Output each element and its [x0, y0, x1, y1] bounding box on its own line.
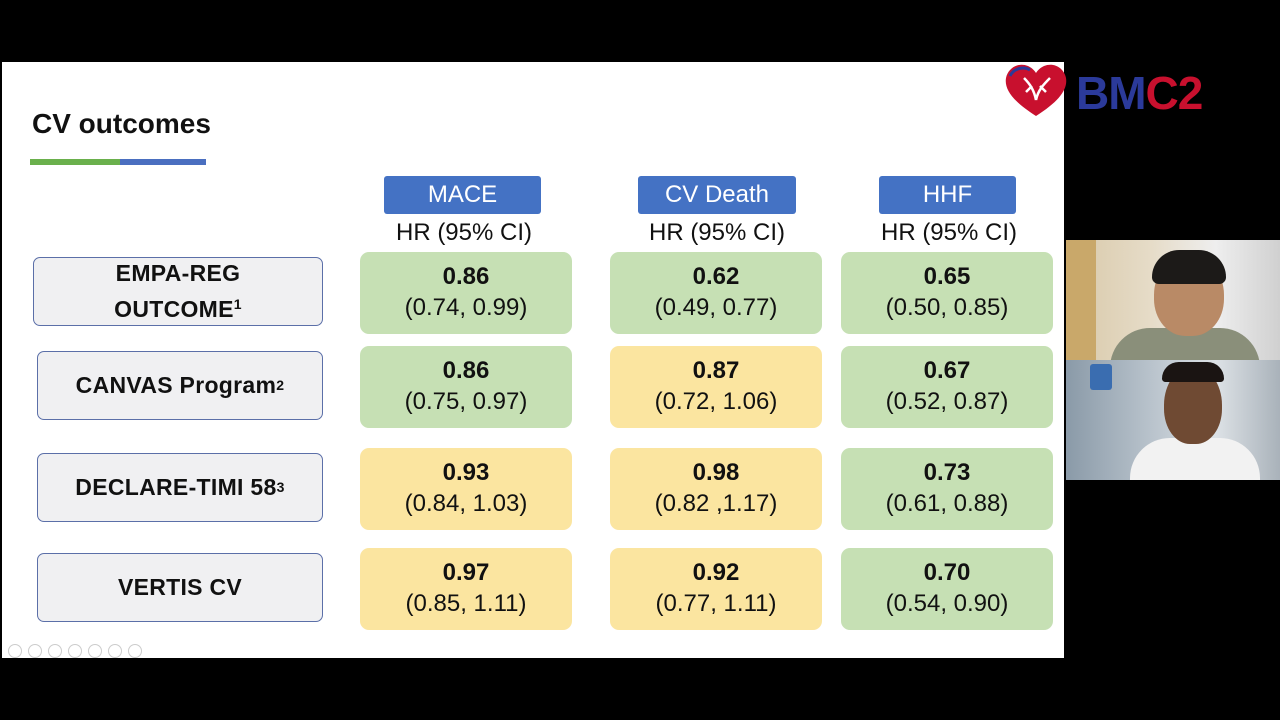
- column-sub-hhf: HR (95% CI): [880, 219, 1018, 246]
- row-label-empa-reg: EMPA-REG OUTCOME1: [33, 257, 323, 326]
- zoom-icon[interactable]: [88, 644, 102, 658]
- participant-hair: [1152, 250, 1226, 284]
- hazard-ratio: 0.87: [692, 357, 740, 384]
- hazard-ratio: 0.97: [442, 559, 490, 586]
- row-label-declare: DECLARE-TIMI 58 3: [37, 453, 323, 522]
- pen-icon[interactable]: [48, 644, 62, 658]
- table-cell: 0.86 (0.74, 0.99): [360, 252, 572, 334]
- title-underline-green: [30, 159, 120, 165]
- table-cell: 0.70 (0.54, 0.90): [841, 548, 1053, 630]
- confidence-interval: (0.54, 0.90): [885, 590, 1009, 617]
- participant-video-2[interactable]: [1066, 360, 1280, 480]
- confidence-interval: (0.49, 0.77): [654, 294, 778, 321]
- copy-icon[interactable]: [68, 644, 82, 658]
- row-label-vertis: VERTIS CV: [37, 553, 323, 622]
- title-underline-blue: [120, 159, 206, 165]
- bmc2-logo: BMC2: [1004, 60, 1244, 119]
- hazard-ratio: 0.93: [442, 459, 490, 486]
- slide-title: CV outcomes: [32, 108, 211, 139]
- video-background: [1066, 240, 1096, 360]
- confidence-interval: (0.75, 0.97): [404, 388, 528, 415]
- hazard-ratio: 0.67: [923, 357, 971, 384]
- table-cell: 0.73 (0.61, 0.88): [841, 448, 1053, 530]
- row-label-line2: OUTCOME1: [114, 296, 242, 322]
- hazard-ratio: 0.86: [442, 263, 490, 290]
- row-label-line1: CANVAS Program: [75, 372, 277, 398]
- participant-body: [1130, 438, 1260, 480]
- column-sub-cv-death: HR (95% CI): [648, 219, 786, 246]
- row-label-canvas: CANVAS Program 2: [37, 351, 323, 420]
- shield-icon: [1090, 364, 1112, 390]
- hazard-ratio: 0.70: [923, 559, 971, 586]
- table-cell: 0.93 (0.84, 1.03): [360, 448, 572, 530]
- row-label-line1: VERTIS CV: [117, 574, 243, 600]
- column-header-cv-death: CV Death: [638, 176, 796, 214]
- back-icon[interactable]: [8, 644, 22, 658]
- row-label-line1: EMPA-REG: [115, 260, 241, 286]
- hazard-ratio: 0.65: [923, 263, 971, 290]
- participant-hair: [1162, 362, 1224, 382]
- confidence-interval: (0.85, 1.11): [405, 590, 527, 617]
- row-label-line1: DECLARE-TIMI 58: [75, 474, 277, 500]
- footnote-ref: 3: [276, 479, 285, 495]
- column-header-hhf: HHF: [879, 176, 1016, 214]
- participant-video-1[interactable]: [1066, 240, 1280, 360]
- confidence-interval: (0.84, 1.03): [404, 490, 528, 517]
- confidence-interval: (0.61, 0.88): [885, 490, 1009, 517]
- hazard-ratio: 0.62: [692, 263, 740, 290]
- hazard-ratio: 0.98: [692, 459, 740, 486]
- confidence-interval: (0.82 ,1.17): [654, 490, 778, 517]
- footnote-ref: 1: [233, 296, 242, 312]
- hazard-ratio: 0.73: [923, 459, 971, 486]
- table-cell: 0.65 (0.50, 0.85): [841, 252, 1053, 334]
- more-icon[interactable]: [128, 644, 142, 658]
- hazard-ratio: 0.86: [442, 357, 490, 384]
- footnote-ref: 2: [276, 377, 285, 393]
- heart-logo-icon: [1005, 64, 1067, 116]
- confidence-interval: (0.72, 1.06): [654, 388, 778, 415]
- slides-icon[interactable]: [108, 644, 122, 658]
- table-cell: 0.86 (0.75, 0.97): [360, 346, 572, 428]
- table-cell: 0.98 (0.82 ,1.17): [610, 448, 822, 530]
- table-cell: 0.92 (0.77, 1.11): [610, 548, 822, 630]
- table-cell: 0.62 (0.49, 0.77): [610, 252, 822, 334]
- table-cell: 0.87 (0.72, 1.06): [610, 346, 822, 428]
- hazard-ratio: 0.92: [692, 559, 740, 586]
- confidence-interval: (0.74, 0.99): [404, 294, 528, 321]
- column-sub-mace: HR (95% CI): [395, 219, 533, 246]
- logo-text: BMC2: [1076, 67, 1203, 119]
- table-cell: 0.67 (0.52, 0.87): [841, 346, 1053, 428]
- slide: CV outcomes MACE HR (95% CI) CV Death HR…: [2, 62, 1064, 658]
- column-header-mace: MACE: [384, 176, 541, 214]
- play-icon[interactable]: [28, 644, 42, 658]
- slideshow-toolbar: [8, 644, 142, 658]
- confidence-interval: (0.50, 0.85): [885, 294, 1009, 321]
- confidence-interval: (0.77, 1.11): [655, 590, 777, 617]
- table-cell: 0.97 (0.85, 1.11): [360, 548, 572, 630]
- confidence-interval: (0.52, 0.87): [885, 388, 1009, 415]
